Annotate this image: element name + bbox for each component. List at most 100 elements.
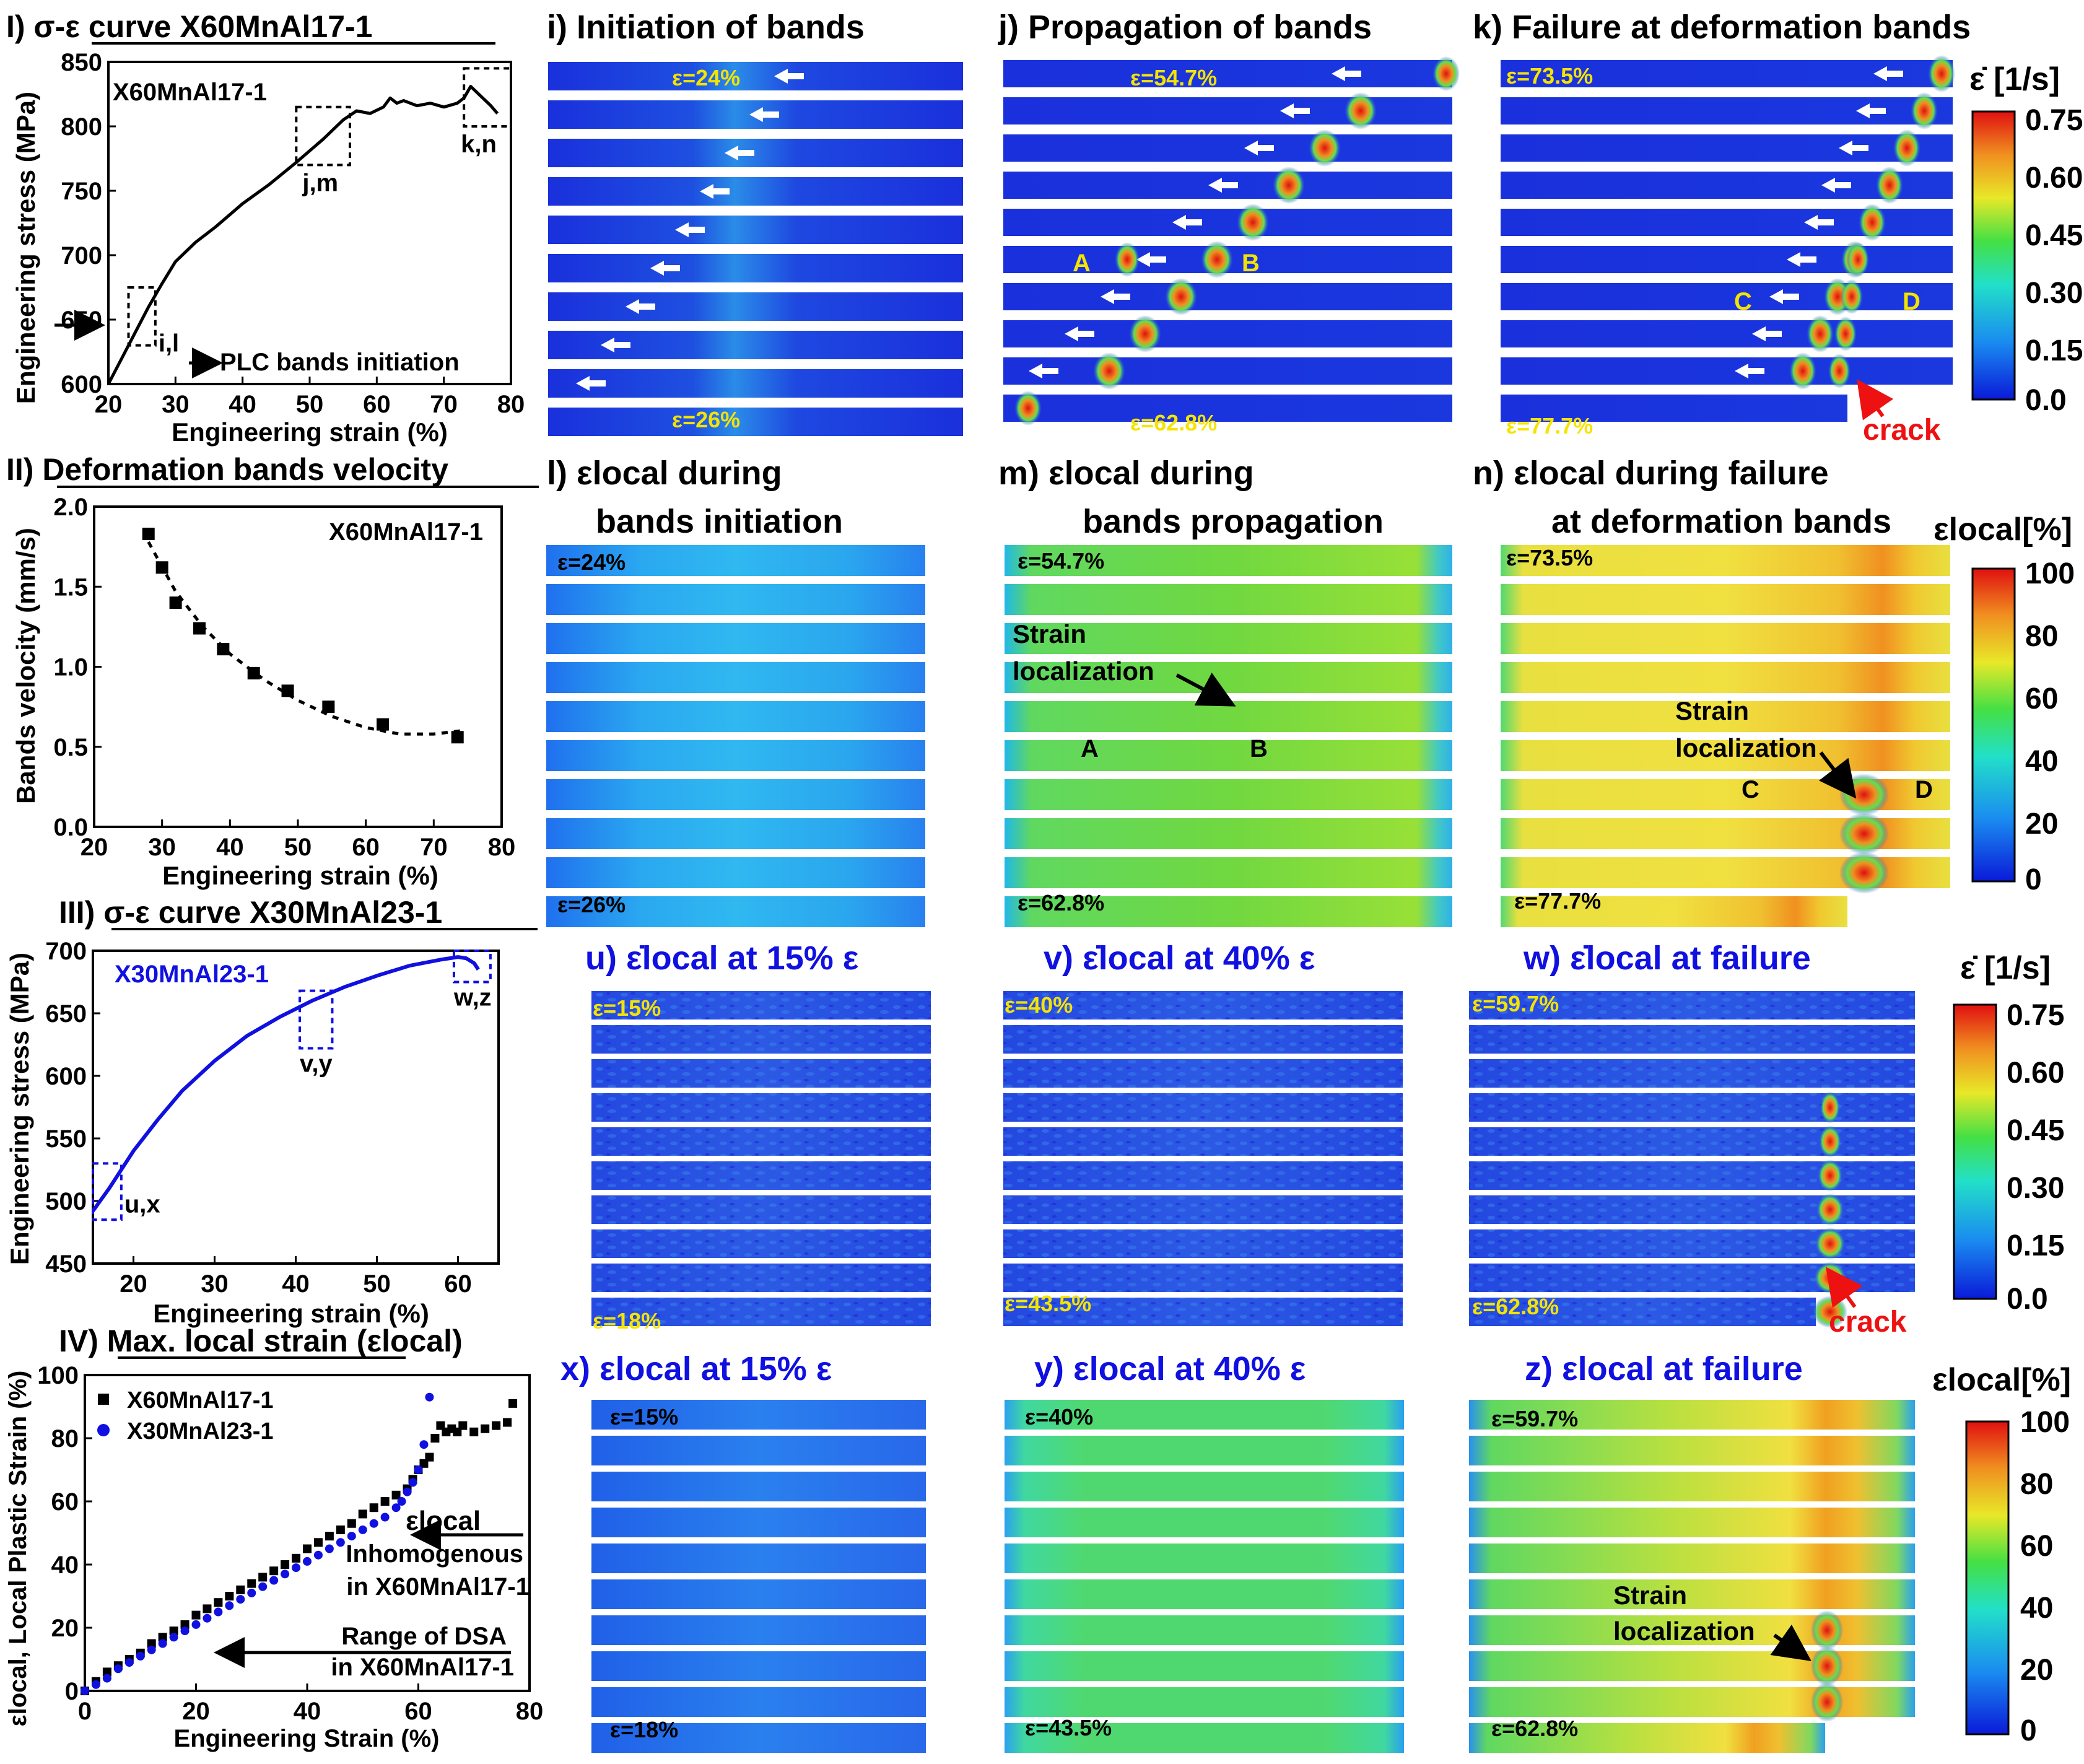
- svg-text:20: 20: [2020, 1654, 2053, 1687]
- y-tick-label: 700: [61, 242, 102, 269]
- band-B: [1129, 315, 1161, 352]
- data-point: [503, 1418, 512, 1427]
- chart-I-stress-strain-x60: 20 30 40 50 60 70 80 600 650 700 750 800 850 i,l j,m k,…: [61, 49, 525, 418]
- zoom-box: [92, 1162, 123, 1221]
- chart-IV-legend-x60-marker: [98, 1394, 109, 1405]
- marker-D-k: D: [1903, 288, 1921, 315]
- label-i-top: ε=24%: [672, 65, 740, 90]
- label-v-top: ε=40%: [1005, 992, 1073, 1018]
- band-direction-arrow: [1804, 215, 1834, 230]
- y-tick-label: 0: [65, 1678, 79, 1705]
- speckle-texture: [1469, 1059, 1915, 1088]
- localized-band: [1820, 1091, 1840, 1124]
- data-point: [313, 1550, 323, 1560]
- specimen-strip: [546, 662, 925, 693]
- specimen-strip: [591, 1472, 926, 1501]
- specimen-strip: [1501, 896, 1847, 927]
- crack-arrow-w: [1825, 1267, 1863, 1308]
- svg-text:εlocal[%]: εlocal[%]: [1934, 512, 2072, 548]
- specimen-strip: [548, 292, 963, 321]
- series-line: [91, 955, 480, 1212]
- band-D: [1876, 167, 1903, 204]
- specimen-strip: [546, 701, 925, 732]
- data-point: [451, 731, 464, 744]
- label-i-bot: ε=26%: [672, 407, 740, 432]
- data-point: [281, 1570, 290, 1579]
- speckle-texture: [591, 991, 931, 1020]
- heatmap-i: [548, 62, 963, 436]
- specimen-strip: [591, 1544, 926, 1573]
- strain-loc-n-2: localization: [1675, 733, 1817, 762]
- strain-loc-z-1: Strain: [1613, 1581, 1687, 1610]
- panel-v-title: v) ε̇local at 40% ε: [1044, 940, 1315, 977]
- localized-strain: [1839, 813, 1889, 855]
- speckle-texture: [1469, 1264, 1915, 1292]
- y-tick-label: 550: [45, 1125, 87, 1153]
- data-point: [214, 1598, 223, 1607]
- heatmap-z: [1469, 1400, 1915, 1753]
- band-direction-arrow: [1821, 178, 1851, 193]
- x-tick-label: 50: [363, 1270, 391, 1298]
- data-point: [369, 1519, 378, 1528]
- localized-band: [1816, 1194, 1844, 1226]
- panel-m-title-2: bands propagation: [1083, 503, 1384, 540]
- chart-II-title: X60MnAl17-1: [329, 518, 483, 546]
- speckle-texture: [591, 1229, 931, 1258]
- svg-text:0.75: 0.75: [2025, 104, 2083, 137]
- marker-B-j: B: [1242, 250, 1260, 277]
- specimen-strip: [1005, 818, 1452, 849]
- specimen-strip: [1005, 1400, 1404, 1430]
- label-y-top: ε=40%: [1025, 1404, 1093, 1430]
- specimen-strip: [1469, 1687, 1915, 1717]
- speckle-texture: [1469, 991, 1915, 1020]
- strain-loc-z-2: localization: [1613, 1617, 1755, 1646]
- band-direction-arrow: [700, 184, 730, 199]
- specimen-strip: [1501, 246, 1953, 273]
- y-tick-label: 2.0: [53, 494, 88, 521]
- data-point: [425, 1392, 434, 1402]
- speckle-texture: [1469, 1025, 1915, 1054]
- speckle-texture: [1003, 1127, 1403, 1156]
- colorbar-rate-top: ε̇ [1/s] 0.75 0.60 0.45 0.30 0.15 0.0: [1969, 61, 2083, 417]
- section-IV-title: IV) Max. local strain (εlocal): [59, 1324, 463, 1358]
- specimen-strip: [546, 545, 925, 576]
- svg-text:0.45: 0.45: [2007, 1114, 2064, 1147]
- band-direction-arrow: [1769, 289, 1799, 304]
- y-tick-label: 450: [45, 1251, 87, 1278]
- svg-text:ε̇ [1/s]: ε̇ [1/s]: [1969, 61, 2060, 97]
- y-tick-label: 80: [51, 1425, 79, 1452]
- band-D: [1789, 352, 1816, 390]
- data-point: [124, 1658, 134, 1667]
- band-B: [1237, 204, 1269, 241]
- y-tick-label: 0.5: [53, 734, 88, 761]
- svg-text:0.75: 0.75: [2007, 999, 2064, 1032]
- chart-III-ylabel: Engineering stress (MPa): [5, 953, 34, 1265]
- chart-IV-dsa-1: Range of DSA: [341, 1623, 507, 1650]
- data-point: [369, 1503, 378, 1513]
- data-point: [377, 718, 390, 731]
- data-point: [408, 1478, 417, 1487]
- marker-A-j: A: [1073, 250, 1091, 277]
- specimen-strip: [591, 1615, 926, 1645]
- speckle-texture: [1469, 1298, 1816, 1326]
- zoom-box-label: k,n: [461, 131, 497, 158]
- y-tick-label: 600: [61, 371, 102, 398]
- data-point: [281, 1560, 290, 1569]
- crack-label-k: crack: [1863, 414, 1941, 447]
- data-point: [258, 1582, 268, 1591]
- speckle-texture: [1003, 1093, 1403, 1122]
- zoom-box-label: i,l: [159, 330, 179, 357]
- specimen-strip: [1501, 395, 1847, 422]
- band-direction-arrow: [1029, 364, 1058, 378]
- data-point: [136, 1651, 145, 1661]
- label-m-top: ε=54.7%: [1018, 548, 1104, 574]
- x-tick-label: 40: [294, 1698, 321, 1725]
- specimen-strip: [1501, 357, 1953, 385]
- svg-text:40: 40: [2020, 1592, 2053, 1625]
- band-direction-arrow: [725, 146, 754, 160]
- data-point: [391, 1490, 401, 1500]
- data-point: [225, 1592, 234, 1600]
- specimen-strip: [546, 857, 925, 888]
- speckle-texture: [591, 1298, 931, 1326]
- panel-y-title: y) εlocal at 40% ε: [1034, 1350, 1306, 1387]
